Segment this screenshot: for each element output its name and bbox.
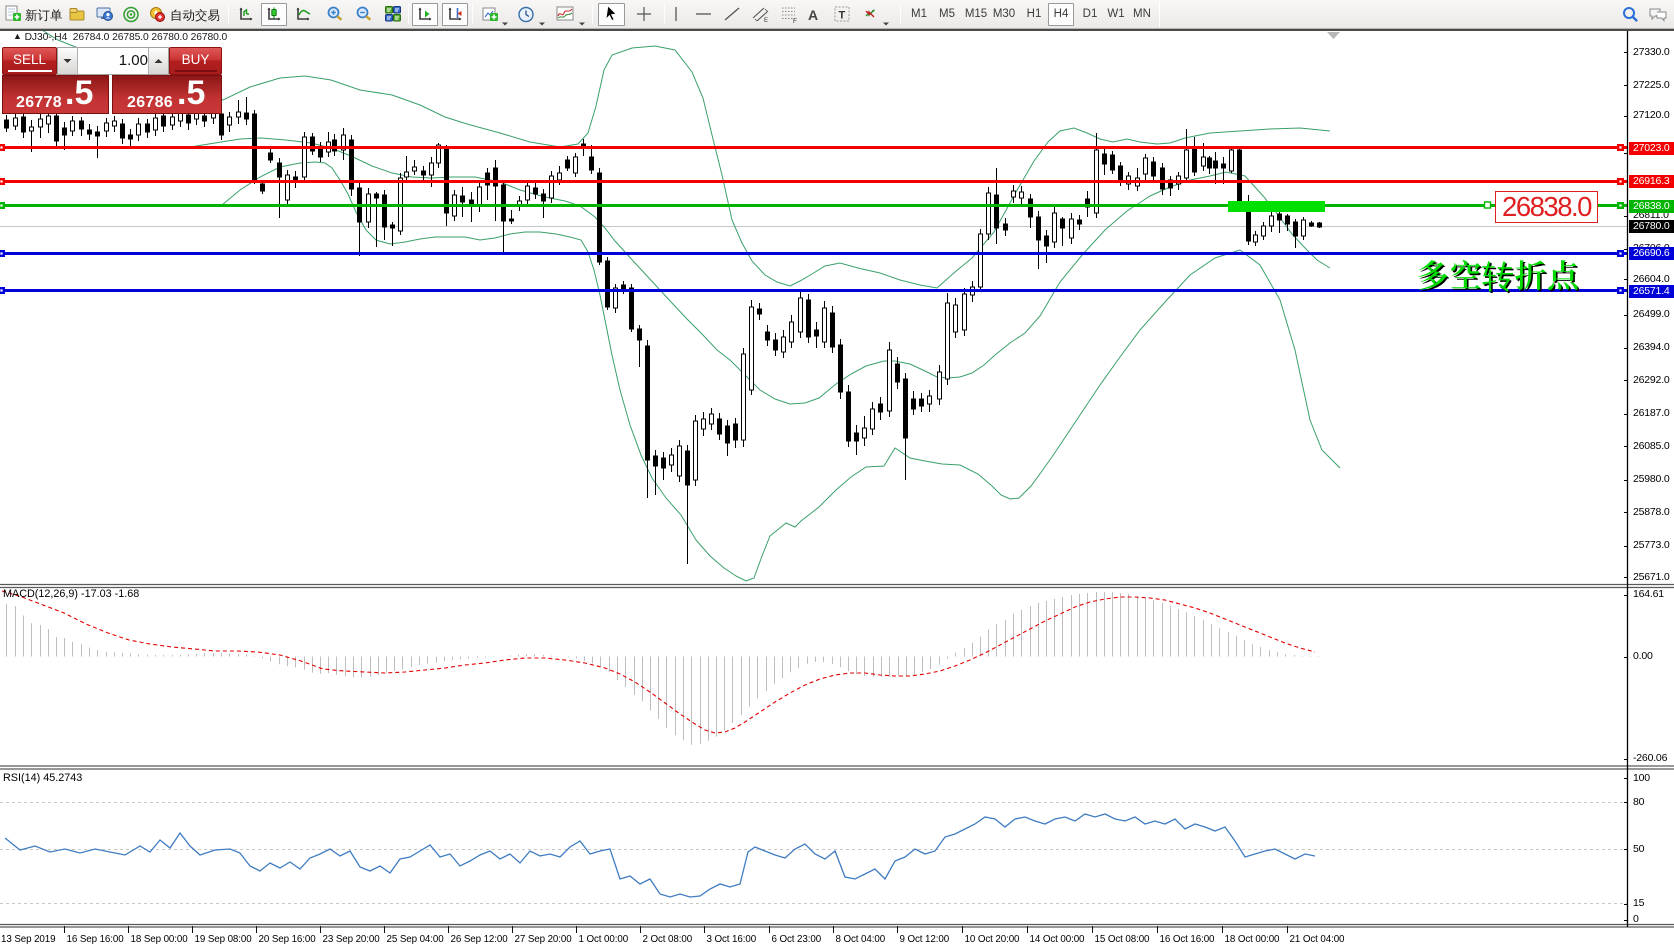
svg-text:F: F (793, 18, 797, 23)
svg-text:T: T (839, 9, 846, 21)
svg-text:E: E (764, 18, 768, 23)
